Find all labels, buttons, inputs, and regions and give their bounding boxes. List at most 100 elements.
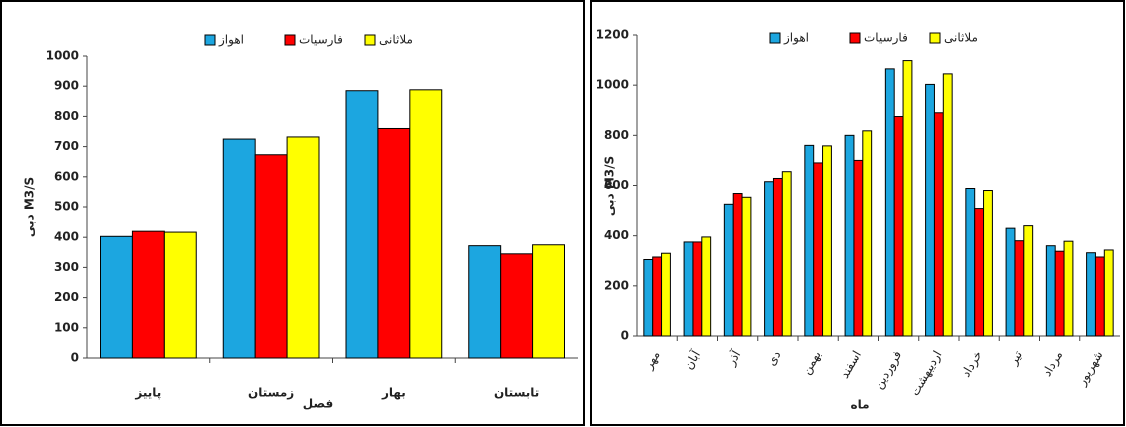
y-tick-label: 400 — [604, 228, 629, 242]
bar — [813, 162, 824, 337]
bar — [100, 235, 133, 359]
x-tick-label: بهار — [381, 386, 406, 400]
bar — [822, 145, 832, 337]
legend-swatch — [364, 34, 376, 46]
bar — [925, 83, 935, 337]
bar — [692, 241, 703, 337]
x-axis-label: فصل — [303, 397, 333, 411]
legend-label: اهواز — [783, 31, 809, 46]
y-axis-label: دبی M3/S — [603, 156, 617, 216]
legend-swatch — [929, 32, 941, 44]
bar — [661, 252, 671, 337]
legend-swatch — [284, 34, 296, 46]
x-tick-label: مرداد — [1040, 348, 1067, 379]
x-tick-label: مهر — [641, 348, 664, 372]
legend-label: ملاثانی — [944, 31, 978, 45]
x-tick-label: تیر — [1006, 348, 1026, 368]
legend-label: فارسیات — [299, 33, 343, 48]
y-tick-label: 600 — [54, 169, 79, 183]
bar — [723, 203, 734, 337]
bar — [683, 241, 694, 337]
bar — [772, 177, 783, 337]
bar — [884, 68, 895, 337]
bar — [983, 190, 993, 337]
bar — [732, 193, 743, 337]
y-tick-label: 500 — [54, 200, 79, 214]
legend-swatch — [769, 32, 781, 44]
bar — [131, 230, 165, 359]
bar — [532, 244, 565, 359]
x-tick-label: اردیبهشت — [908, 348, 946, 398]
bar — [254, 154, 288, 359]
y-tick-label: 0 — [71, 351, 79, 365]
bar — [893, 116, 904, 337]
left-panel-border — [0, 0, 585, 426]
x-tick-label: فروردین — [871, 348, 905, 392]
bar — [500, 253, 534, 359]
x-tick-label: تابستان — [494, 386, 539, 400]
x-tick-label: آبان — [680, 347, 703, 372]
y-tick-label: 100 — [54, 320, 79, 334]
legend-swatch — [204, 34, 216, 46]
y-tick-label: 600 — [604, 178, 629, 192]
x-tick-label: پاییز — [134, 386, 161, 400]
legend-label: اهواز — [218, 33, 244, 48]
bar — [862, 130, 873, 337]
y-tick-label: 1000 — [46, 49, 79, 63]
y-tick-label: 0 — [621, 329, 629, 343]
bar — [1005, 227, 1016, 337]
bar — [1103, 249, 1114, 337]
bar — [1054, 250, 1065, 337]
bar — [942, 73, 953, 337]
bar — [1086, 252, 1096, 337]
y-tick-label: 800 — [54, 109, 79, 123]
bar — [286, 136, 320, 359]
bar — [643, 258, 654, 337]
y-axis-label: دبی M3/S — [23, 177, 37, 237]
bar — [652, 256, 663, 337]
x-tick-label: بهمن — [799, 348, 824, 377]
bar — [701, 236, 712, 337]
bar — [468, 245, 502, 359]
bar — [1045, 245, 1056, 337]
bar — [804, 144, 815, 337]
bar — [933, 112, 944, 337]
bar — [764, 181, 774, 337]
y-tick-label: 1000 — [596, 78, 629, 92]
bar — [1063, 240, 1074, 337]
bar — [853, 159, 864, 337]
y-tick-label: 400 — [54, 230, 79, 244]
y-tick-label: 700 — [54, 139, 79, 153]
legend-label: فارسیات — [864, 31, 908, 46]
bar — [974, 208, 985, 337]
bar — [377, 127, 411, 359]
x-tick-label: زمستان — [248, 386, 294, 400]
y-tick-label: 200 — [604, 278, 629, 292]
y-tick-label: 300 — [54, 260, 79, 274]
bar — [1094, 256, 1105, 337]
y-tick-label: 800 — [604, 128, 629, 142]
y-tick-label: 900 — [54, 79, 79, 93]
bar — [902, 60, 913, 337]
x-tick-label: اسفند — [837, 348, 864, 380]
x-tick-label: دی — [764, 348, 783, 368]
bar — [409, 89, 443, 359]
bar — [345, 90, 379, 359]
bar — [741, 196, 752, 337]
bar — [1014, 240, 1025, 337]
x-tick-label: آذر — [723, 347, 745, 369]
x-tick-label: خرداد — [959, 348, 986, 380]
bar — [781, 171, 792, 337]
x-axis-label: ماه — [850, 398, 869, 412]
legend-label: ملاثانی — [379, 33, 413, 47]
y-tick-label: 200 — [54, 290, 79, 304]
bar — [222, 138, 256, 359]
bar — [163, 231, 197, 359]
bar — [1023, 225, 1034, 337]
right-panel-border — [590, 0, 1125, 426]
bar — [965, 188, 976, 337]
x-tick-label: شهریور — [1074, 348, 1106, 389]
y-tick-label: 1200 — [596, 28, 629, 42]
legend-swatch — [849, 32, 861, 44]
